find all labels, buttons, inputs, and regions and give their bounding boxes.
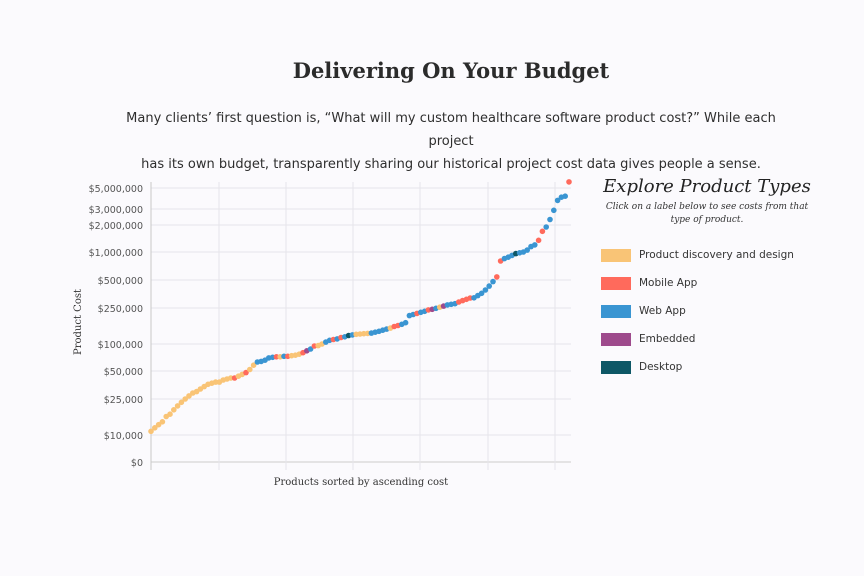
y-tick-label: $500,000 <box>98 276 143 287</box>
data-point[interactable] <box>551 207 557 214</box>
data-point[interactable] <box>148 428 154 435</box>
data-point[interactable] <box>486 283 493 289</box>
legend-swatch <box>601 304 631 318</box>
data-point[interactable] <box>524 247 530 253</box>
data-point[interactable] <box>182 396 188 402</box>
legend-swatch <box>601 276 631 290</box>
legend-item[interactable]: Embedded <box>601 325 818 353</box>
data-point[interactable] <box>478 290 485 297</box>
legend-title: Explore Product Types <box>603 176 811 197</box>
data-point[interactable] <box>250 362 257 369</box>
y-axis-ticks: $0 $10,000 $25,000 $50,000 $100,000 $250,000 $… <box>89 184 143 469</box>
data-point[interactable] <box>482 287 489 293</box>
page-title: Delivering On Your Budget <box>292 58 610 83</box>
intro-line-2: has its own budget, transparently sharin… <box>141 157 761 172</box>
data-point[interactable] <box>543 224 549 230</box>
data-point[interactable] <box>547 216 553 223</box>
data-point[interactable] <box>159 419 166 425</box>
y-tick-label: $250,000 <box>98 304 143 315</box>
cost-scatter-chart: $0 $10,000 $25,000 $50,000 $100,000 $250,000 $… <box>73 179 572 488</box>
legend-label: Product discovery and design <box>639 249 794 261</box>
legend-swatch <box>601 248 631 262</box>
y-tick-label: $10,000 <box>104 431 143 442</box>
y-axis-label: Product Cost <box>73 289 84 355</box>
legend-label: Web App <box>639 305 686 317</box>
legend-label: Mobile App <box>639 277 698 289</box>
data-point[interactable] <box>490 278 496 285</box>
data-point[interactable] <box>539 228 546 235</box>
legend-subtitle: Click on a label below to see costs from… <box>605 202 809 225</box>
x-axis-label: Products sorted by ascending cost <box>274 477 448 488</box>
legend-item[interactable]: Web App <box>601 297 818 325</box>
data-points <box>148 179 572 435</box>
y-tick-label: $1,000,000 <box>89 248 143 259</box>
data-point[interactable] <box>174 403 181 409</box>
legend-label: Embedded <box>639 333 696 345</box>
data-point[interactable] <box>566 179 572 185</box>
grid <box>150 182 571 470</box>
data-point[interactable] <box>554 197 561 204</box>
y-tick-label: $5,000,000 <box>89 184 143 195</box>
y-tick-label: $50,000 <box>104 367 143 378</box>
data-point[interactable] <box>186 393 192 399</box>
y-tick-label: $100,000 <box>98 340 143 351</box>
data-point[interactable] <box>535 237 542 244</box>
data-point[interactable] <box>247 366 253 373</box>
intro-line-1: Many clients’ first question is, “What w… <box>126 111 776 149</box>
data-point[interactable] <box>532 242 538 248</box>
data-point[interactable] <box>171 407 177 413</box>
legend: Explore Product Types Click on a label b… <box>596 176 818 381</box>
y-tick-label: $2,000,000 <box>89 221 143 232</box>
data-point[interactable] <box>155 421 162 428</box>
intro-text: Many clients’ first question is, “What w… <box>120 107 782 176</box>
y-tick-label: $25,000 <box>104 395 143 406</box>
y-tick-label: $3,000,000 <box>89 205 143 216</box>
data-point[interactable] <box>307 346 314 352</box>
data-point[interactable] <box>402 319 409 326</box>
legend-label: Desktop <box>639 361 683 373</box>
data-point[interactable] <box>243 369 249 376</box>
data-point[interactable] <box>152 425 158 431</box>
data-point[interactable] <box>562 193 568 199</box>
data-point[interactable] <box>167 411 173 418</box>
legend-swatch <box>601 360 631 374</box>
legend-item[interactable]: Product discovery and design <box>601 241 818 269</box>
y-tick-label: $0 <box>131 458 143 469</box>
legend-item[interactable]: Mobile App <box>601 269 818 297</box>
legend-item[interactable]: Desktop <box>601 353 818 381</box>
data-point[interactable] <box>178 399 185 406</box>
data-point[interactable] <box>494 274 500 280</box>
legend-swatch <box>601 332 631 346</box>
